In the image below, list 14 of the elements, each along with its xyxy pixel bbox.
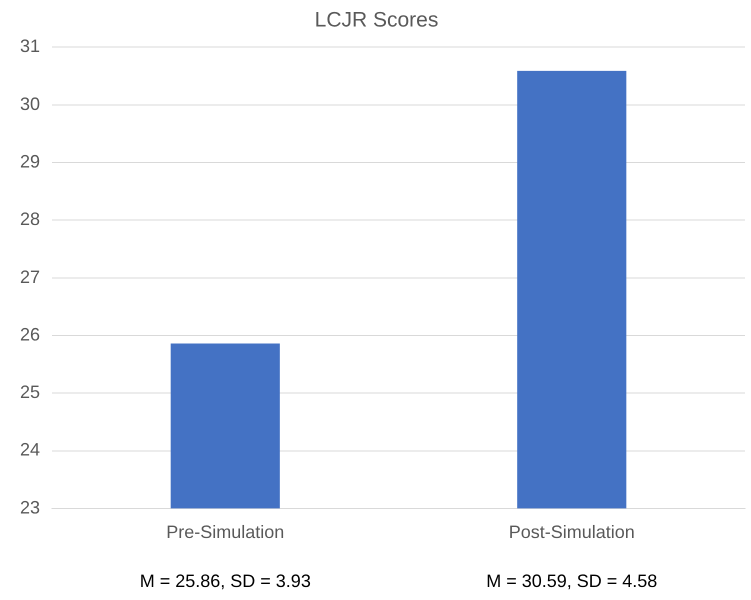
- y-tick-label: 23: [20, 497, 40, 518]
- text: M = 30.59, SD = 4.58: [486, 570, 658, 591]
- y-tick-label: 25: [20, 382, 40, 402]
- chart-title: LCJR Scores: [314, 8, 438, 32]
- y-tick-label: 28: [20, 209, 40, 230]
- y-tick-label: 26: [20, 324, 40, 344]
- y-tick-label: 27: [20, 266, 40, 287]
- y-tick-label: 29: [20, 151, 40, 172]
- x-tick-label: Pre-Simulation: [166, 522, 284, 542]
- x-tick-label: Post-Simulation: [508, 522, 635, 542]
- y-tick-label: 24: [20, 440, 40, 460]
- y-tick-label: 30: [20, 94, 40, 114]
- y-tick-label: 31: [20, 36, 40, 56]
- text: M = 25.86, SD = 3.93: [140, 570, 311, 591]
